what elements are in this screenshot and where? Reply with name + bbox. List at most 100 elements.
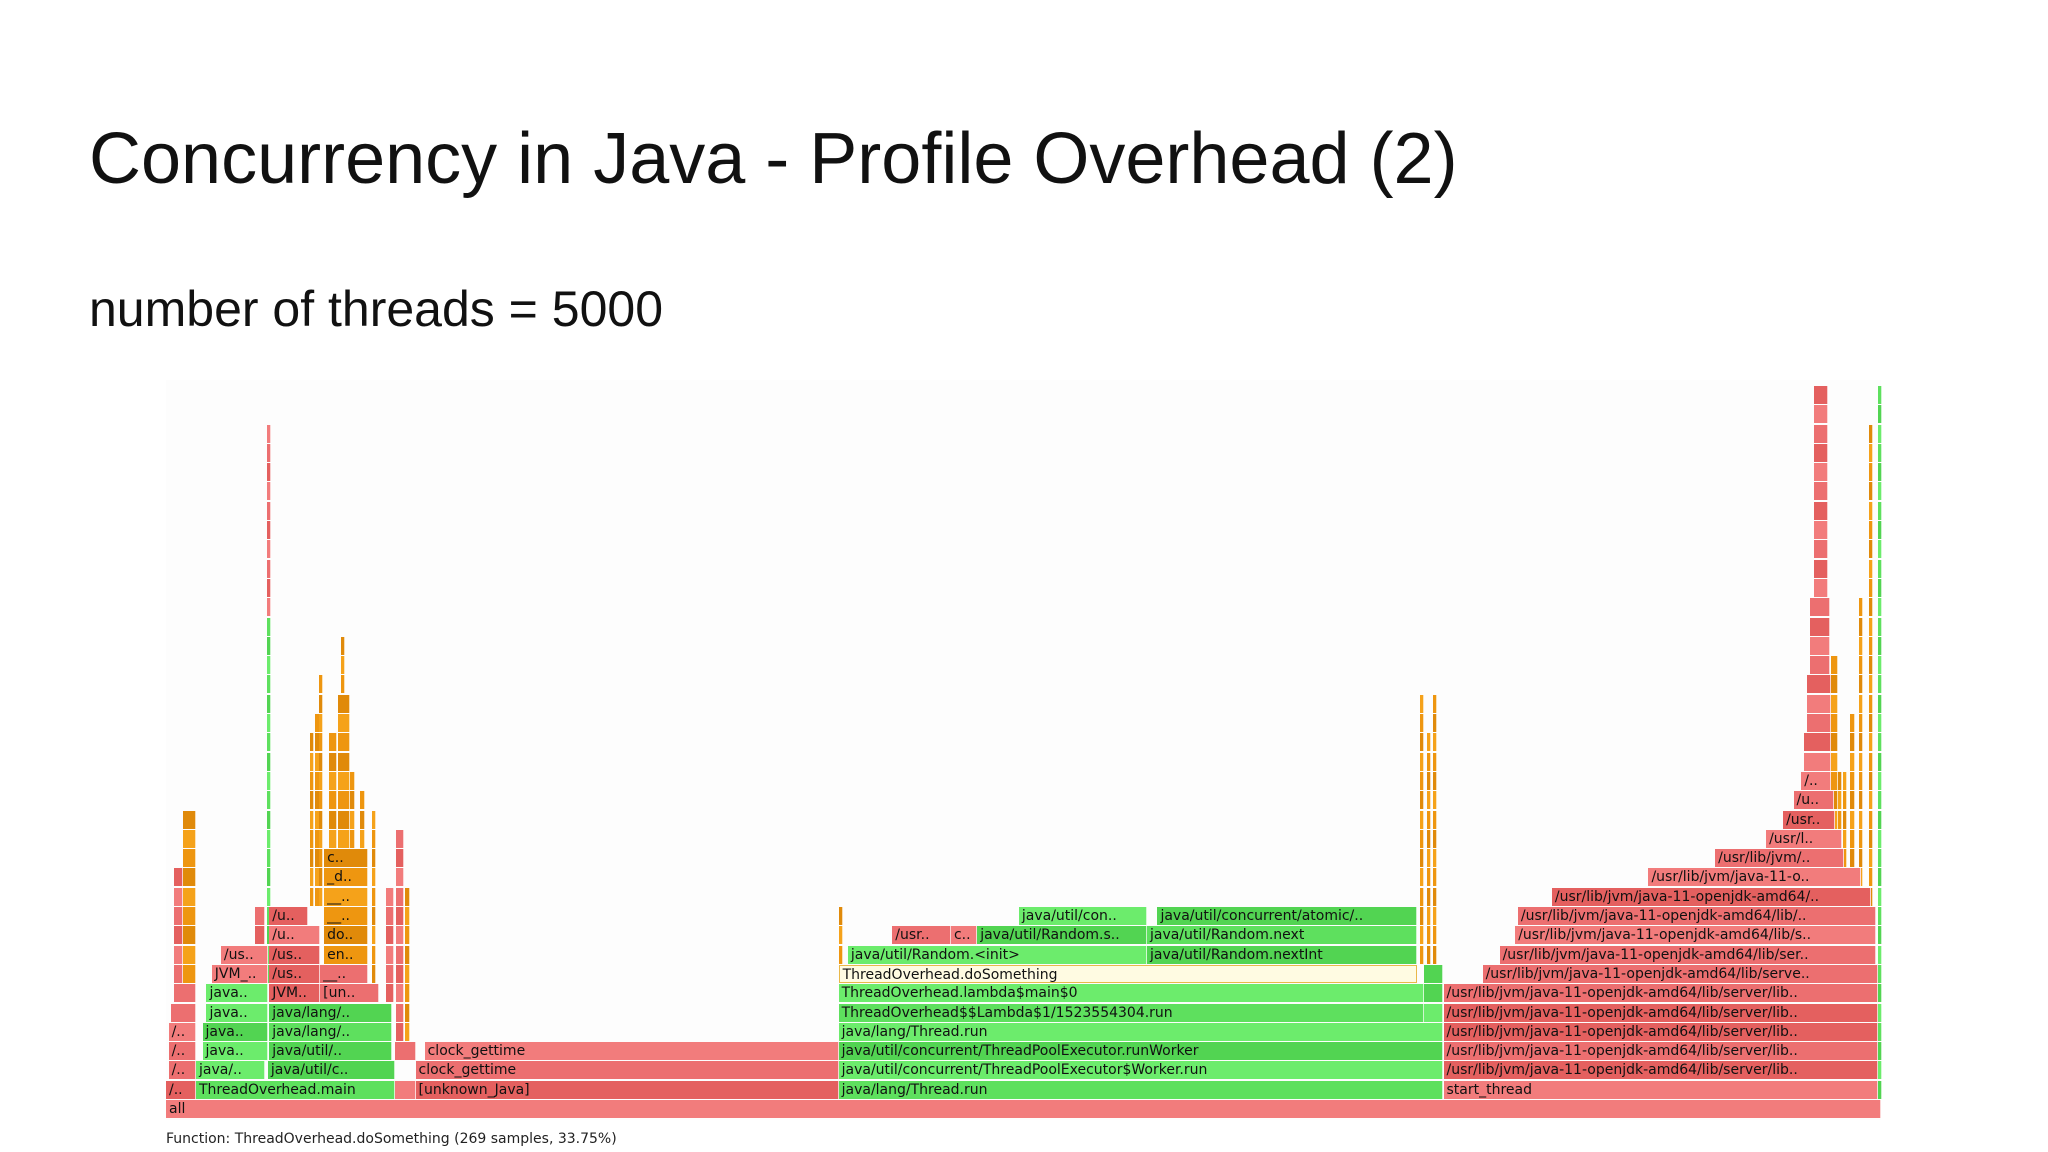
flame-frame[interactable] — [838, 926, 843, 945]
flame-frame[interactable] — [1868, 675, 1873, 694]
flame-frame[interactable] — [267, 521, 272, 539]
flame-frame[interactable] — [1419, 714, 1424, 732]
flame-frame[interactable] — [1878, 598, 1883, 617]
flame-frame[interactable]: /.. — [1801, 771, 1832, 790]
flame-frame[interactable] — [1432, 849, 1437, 868]
flame-frame[interactable] — [1878, 385, 1883, 404]
flame-frame[interactable] — [1878, 501, 1883, 520]
flame-frame[interactable] — [1426, 752, 1431, 771]
flame-frame[interactable]: /usr/lib/jvm/java-11-openjdk-amd64/.. — [1551, 887, 1871, 906]
flame-frame[interactable] — [1432, 733, 1437, 752]
flame-frame[interactable] — [1878, 482, 1883, 501]
flame-frame[interactable] — [328, 810, 338, 829]
flame-frame[interactable] — [1426, 791, 1431, 810]
flame-frame-unlabeled[interactable] — [1878, 1080, 1883, 1099]
flame-frame[interactable] — [1868, 521, 1873, 539]
flame-frame[interactable] — [371, 887, 377, 906]
flame-frame[interactable] — [1858, 598, 1863, 617]
flame-frame[interactable] — [328, 771, 338, 790]
flame-frame[interactable]: /us.. — [220, 945, 268, 964]
flame-frame[interactable]: java/lang/Thread.run — [838, 1080, 1444, 1099]
flame-frame[interactable] — [337, 771, 350, 790]
flame-frame[interactable] — [267, 598, 272, 617]
flame-frame[interactable] — [319, 791, 324, 810]
flame-frame[interactable] — [267, 849, 272, 868]
flame-frame[interactable]: start_thread — [1443, 1080, 1879, 1099]
flame-frame[interactable] — [1419, 926, 1424, 945]
flame-frame[interactable] — [1831, 733, 1839, 752]
flame-frame[interactable] — [340, 636, 345, 655]
flame-frame[interactable] — [1850, 791, 1856, 810]
flame-frame[interactable] — [1850, 849, 1856, 868]
flame-frame[interactable] — [1432, 694, 1437, 713]
flame-frame[interactable]: /usr/l.. — [1766, 829, 1842, 848]
flame-frame[interactable] — [1814, 501, 1828, 520]
flame-frame[interactable] — [1878, 540, 1883, 559]
flame-frame[interactable] — [1814, 405, 1828, 424]
flame-frame[interactable] — [1868, 482, 1873, 501]
flame-frame[interactable] — [1878, 675, 1883, 694]
flame-frame[interactable] — [319, 868, 324, 887]
flame-frame[interactable] — [173, 887, 183, 906]
flame-frame[interactable] — [1868, 463, 1873, 482]
flame-frame[interactable] — [1878, 887, 1883, 906]
flame-frame[interactable] — [319, 733, 324, 752]
flame-frame[interactable] — [310, 771, 315, 790]
flame-frame[interactable] — [1878, 1022, 1883, 1041]
flame-frame[interactable]: /.. — [166, 1080, 196, 1099]
flame-frame[interactable] — [838, 907, 843, 925]
flame-frame[interactable] — [1878, 849, 1883, 868]
flame-frame-unlabeled[interactable] — [173, 984, 196, 1003]
flame-frame[interactable] — [385, 964, 395, 983]
flame-frame[interactable]: c.. — [950, 926, 978, 945]
flame-frame[interactable] — [1878, 752, 1883, 771]
flame-frame[interactable]: /.. — [168, 1022, 196, 1041]
flame-frame[interactable] — [395, 1022, 405, 1041]
flame-frame[interactable] — [1850, 810, 1856, 829]
flame-frame[interactable] — [1843, 810, 1848, 829]
flame-frame[interactable] — [1814, 385, 1828, 404]
flame-frame[interactable] — [395, 1003, 405, 1022]
flame-frame[interactable]: /us.. — [269, 964, 321, 983]
flame-frame[interactable] — [1814, 482, 1828, 501]
flame-frame[interactable] — [405, 1022, 411, 1041]
flame-frame[interactable] — [1426, 926, 1431, 945]
flame-frame[interactable] — [267, 463, 272, 482]
flame-frame[interactable] — [319, 829, 324, 848]
flame-frame[interactable] — [310, 868, 315, 887]
flame-frame[interactable] — [1814, 521, 1828, 539]
flame-frame[interactable] — [319, 675, 324, 694]
flame-frame[interactable] — [1868, 868, 1873, 887]
flame-frame[interactable] — [395, 907, 405, 925]
flame-frame[interactable] — [310, 791, 315, 810]
flame-frame[interactable] — [385, 907, 395, 925]
flame-frame[interactable] — [371, 907, 377, 925]
flame-frame[interactable] — [371, 849, 377, 868]
flame-frame[interactable]: java/util/concurrent/ThreadPoolExecutor$… — [838, 1061, 1444, 1080]
flame-frame[interactable] — [1868, 752, 1873, 771]
flame-frame[interactable] — [1868, 771, 1873, 790]
flame-frame[interactable] — [1878, 559, 1883, 578]
flame-frame[interactable] — [1868, 810, 1873, 829]
flame-frame[interactable] — [1850, 714, 1856, 732]
flame-frame[interactable] — [267, 887, 272, 906]
flame-frame[interactable] — [405, 907, 411, 925]
flame-frame[interactable] — [1809, 617, 1831, 636]
flame-frame[interactable] — [267, 424, 272, 443]
flame-frame[interactable] — [395, 945, 405, 964]
flame-frame[interactable] — [1868, 887, 1873, 906]
flame-frame[interactable] — [405, 887, 411, 906]
flame-frame[interactable] — [267, 714, 272, 732]
flame-frame[interactable] — [1814, 443, 1828, 462]
flame-frame[interactable] — [1878, 907, 1883, 925]
flame-frame[interactable]: java.. — [206, 1003, 268, 1022]
flame-frame[interactable] — [319, 694, 324, 713]
flame-frame[interactable] — [1858, 617, 1863, 636]
flame-frame[interactable] — [1878, 656, 1883, 675]
flame-frame[interactable] — [1838, 791, 1843, 810]
flame-frame[interactable]: ThreadOverhead.main — [196, 1080, 395, 1099]
flame-frame[interactable] — [371, 868, 377, 887]
flame-frame[interactable] — [1868, 501, 1873, 520]
flame-frame[interactable] — [1878, 1003, 1883, 1022]
flame-frame[interactable] — [349, 771, 355, 790]
